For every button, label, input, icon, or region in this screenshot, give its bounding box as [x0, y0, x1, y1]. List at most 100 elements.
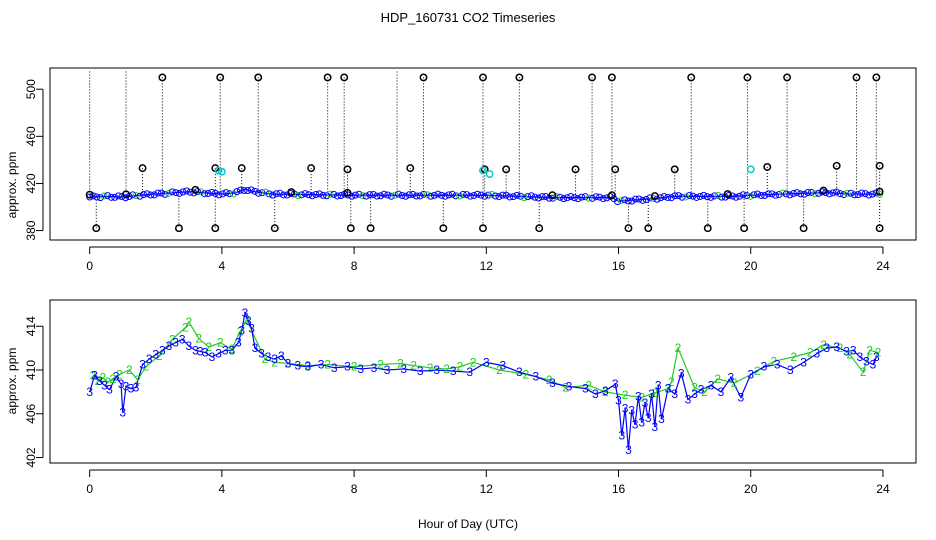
- outlier-baseline-point: [723, 190, 732, 199]
- baseline-point: [599, 195, 607, 203]
- bottom-y-tick-label: 410: [24, 360, 38, 380]
- baseline-point: [606, 193, 614, 201]
- baseline-point: [786, 191, 794, 199]
- baseline-point: [219, 190, 227, 198]
- baseline-point: [298, 191, 306, 199]
- baseline-point: [251, 187, 259, 195]
- baseline-point: [477, 191, 485, 199]
- outlier-baseline-point: [650, 192, 659, 201]
- top-x-tick-label: 0: [86, 259, 93, 273]
- baseline-point: [262, 188, 270, 196]
- series-2-point: 2: [807, 346, 814, 360]
- baseline-point: [710, 192, 718, 200]
- baseline-point: [585, 194, 593, 202]
- series-3-point: 3: [133, 381, 140, 395]
- baseline-point: [560, 195, 568, 203]
- baseline-point: [743, 192, 751, 200]
- series-3-point: 3: [318, 358, 325, 372]
- baseline-point: [714, 192, 722, 200]
- series-3-point: 3: [245, 314, 252, 328]
- series-3-point: 3: [101, 378, 108, 392]
- series-2-point: 2: [243, 313, 250, 327]
- series-2-point: 2: [860, 365, 867, 379]
- series-2-point: 2: [665, 382, 672, 396]
- baseline-point: [122, 194, 130, 202]
- bottom-x-tick-label: 12: [480, 482, 494, 496]
- outlier-low-point: [346, 224, 355, 233]
- series-2-point: 2: [156, 349, 163, 363]
- baseline-point: [330, 190, 338, 198]
- series-3-point: 3: [628, 403, 635, 417]
- baseline-point: [355, 190, 363, 198]
- baseline-point: [678, 193, 686, 201]
- outlier-high-point: [515, 73, 524, 82]
- series-3-point: 3: [648, 387, 655, 401]
- series-3-point: 3: [737, 390, 744, 404]
- baseline-point: [111, 193, 119, 201]
- baseline-point: [100, 192, 108, 200]
- baseline-point: [154, 189, 162, 197]
- baseline-point: [535, 194, 543, 202]
- series-2-point: 2: [562, 381, 569, 395]
- outlier-baseline-point: [875, 187, 884, 196]
- baseline-point: [703, 193, 711, 201]
- series-2-point: 2: [126, 363, 133, 377]
- baseline-point: [362, 192, 370, 200]
- series-3-point: 3: [106, 383, 113, 397]
- baseline-point: [836, 190, 844, 198]
- series-3-point: 3: [128, 382, 135, 396]
- series-3-point: 3: [678, 366, 685, 380]
- series-3-point: 3: [685, 393, 692, 407]
- top-x-tick-label: 16: [612, 259, 626, 273]
- outlier-high-point: [138, 164, 147, 173]
- outlier-high-point: [419, 73, 428, 82]
- baseline-point: [140, 191, 148, 199]
- baseline-point: [628, 197, 636, 205]
- outlier-high-point: [343, 165, 352, 174]
- outlier-high-point: [158, 73, 167, 82]
- series-2-point: 2: [675, 341, 682, 355]
- series-2-point: 2: [324, 358, 331, 372]
- baseline-point: [517, 192, 525, 200]
- outlier-baseline-point: [287, 188, 296, 197]
- baseline-point: [416, 192, 424, 200]
- series-3-point: 3: [708, 378, 715, 392]
- top-baseline-series: [86, 186, 884, 206]
- baseline-point: [581, 193, 589, 201]
- bottom-series-lines: [89, 311, 879, 450]
- series-3-point: 3: [466, 365, 473, 379]
- baseline-point: [254, 189, 262, 197]
- baseline-point: [272, 190, 280, 198]
- baseline-point: [466, 192, 474, 200]
- outlier-high-point: [763, 163, 772, 171]
- bottom-y-axis-label: approx. ppm: [5, 348, 19, 415]
- baseline-point: [567, 193, 575, 201]
- outlier-high-point: [743, 73, 752, 82]
- outlier-low-point: [624, 224, 633, 233]
- baseline-point: [793, 189, 801, 197]
- series-3-point: 3: [86, 385, 93, 399]
- baseline-point: [825, 190, 833, 198]
- bottom-x-tick-label: 0: [86, 482, 93, 496]
- series-2-point: 2: [837, 341, 844, 355]
- baseline-point: [240, 186, 248, 194]
- baseline-point: [351, 191, 359, 199]
- baseline-point: [495, 193, 503, 201]
- series-2-point: 2: [116, 367, 123, 381]
- series-2-point: 2: [771, 354, 778, 368]
- baseline-point: [488, 190, 496, 198]
- baseline-point: [165, 189, 173, 197]
- series-3-point: 3: [635, 389, 642, 403]
- top-x-axis: 0 4 8 12 16 20 24: [86, 246, 890, 273]
- series-3-point: 3: [483, 355, 490, 369]
- series-3-point: 3: [645, 411, 652, 425]
- series-3-point: 3: [622, 401, 629, 415]
- outlier-high-point: [479, 73, 487, 82]
- baseline-point: [675, 192, 683, 200]
- top-x-tick-label: 4: [219, 259, 226, 273]
- series-3-point: 3: [371, 361, 378, 375]
- baseline-point: [764, 190, 772, 198]
- baseline-point: [380, 190, 388, 198]
- series-2-point: 2: [602, 385, 609, 399]
- baseline-point: [470, 192, 478, 200]
